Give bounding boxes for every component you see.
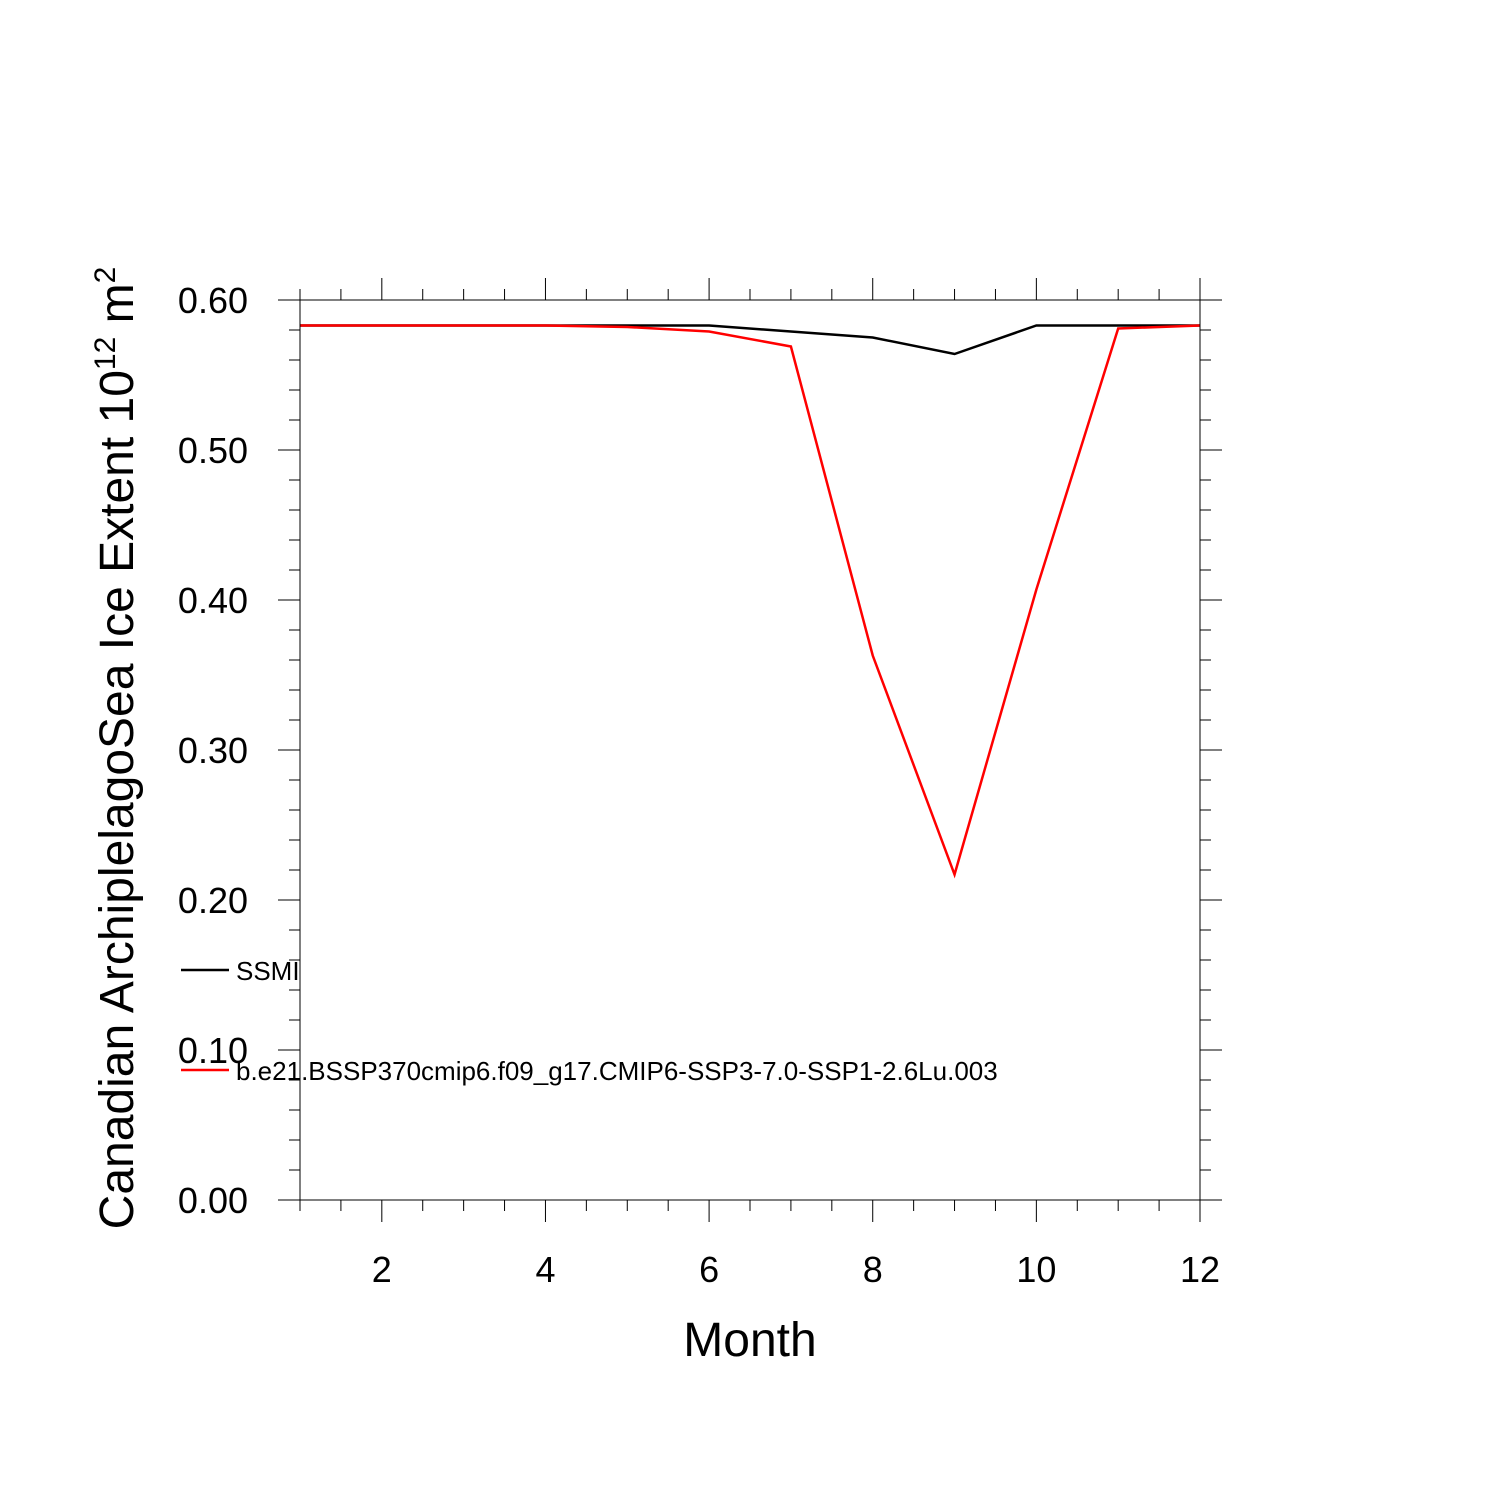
legend-label: b.e21.BSSP370cmip6.f09_g17.CMIP6-SSP3-7.… [236,1056,998,1086]
legend: SSMI b.e21.BSSP370cmip6.f09_g17.CMIP6-SSP… [181,956,998,1086]
x-tick-label: 12 [1180,1249,1220,1290]
series-layer [300,324,1201,879]
y-tick-label: 0.00 [178,1180,248,1221]
y-axis-title: Canadian ArchiplelagoSea Ice Extent 1012… [89,267,144,1230]
axes-layer: 2 4 6 8 10 12 0.00 0.10 0.20 0.30 0.40 0.50 0.60 [178,278,1222,1290]
y-axis-title-unit: m [91,283,144,336]
x-tick-label: 8 [863,1249,883,1290]
y-tick-label: 0.50 [178,430,248,471]
y-tick-label: 0.40 [178,580,248,621]
y-axis-title-unit-exponent: 2 [89,267,122,284]
x-axis-title: Month [683,1314,816,1367]
y-tick-label: 0.30 [178,730,248,771]
y-tick-label: 0.10 [178,1030,248,1071]
x-tick-label: 4 [535,1249,555,1290]
y-axis-title-exponent: 12 [89,337,122,370]
y-tick-label: 0.60 [178,280,248,321]
series-line-1 [300,324,1201,879]
x-tick-label: 10 [1016,1249,1056,1290]
x-tick-label: 2 [372,1249,392,1290]
y-axis-title-main: Canadian ArchiplelagoSea Ice Extent 10 [91,370,144,1229]
legend-label: SSMI [236,956,300,986]
x-tick-label: 6 [699,1249,719,1290]
y-tick-label: 0.20 [178,880,248,921]
